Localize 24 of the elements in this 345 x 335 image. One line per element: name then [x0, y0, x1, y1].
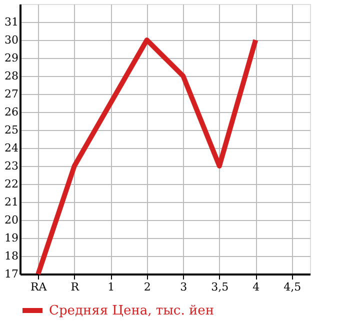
legend-label: Средняя Цена, тыс. йен — [49, 304, 214, 318]
x-tick-label: 3,5 — [211, 280, 229, 294]
y-tick-label: 27 — [4, 88, 18, 100]
x-tick-label: RA — [30, 280, 48, 294]
x-tick-label: 3 — [180, 280, 188, 294]
y-tick-label: 30 — [4, 34, 18, 46]
y-tick-label: 23 — [4, 160, 18, 172]
y-tick-label: 28 — [4, 70, 18, 82]
y-tick-label: 24 — [4, 142, 18, 154]
y-tick-label: 19 — [4, 232, 18, 244]
y-tick-label: 29 — [4, 52, 18, 64]
x-tick-label: 4 — [252, 280, 260, 294]
x-tick-label: 2 — [144, 280, 151, 294]
x-tick-label: 1 — [108, 280, 115, 294]
y-tick-label: 26 — [4, 106, 18, 118]
y-tick-label: 21 — [4, 196, 18, 208]
y-tick-label: 17 — [4, 268, 18, 280]
x-tick-label: 4,5 — [284, 280, 302, 294]
y-tick-label: 25 — [4, 124, 18, 136]
y-tick-label: 22 — [4, 178, 18, 190]
x-tick-label: R — [70, 280, 80, 294]
y-tick-label: 18 — [4, 250, 18, 262]
y-tick-label: 31 — [4, 16, 18, 28]
y-tick-label: 20 — [4, 214, 18, 226]
